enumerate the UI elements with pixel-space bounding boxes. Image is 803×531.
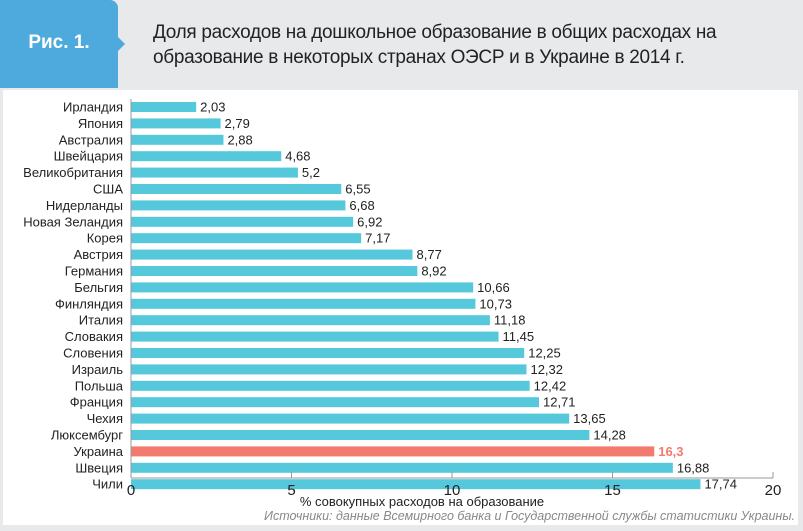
bar [131, 331, 499, 342]
category-label: Австралия [59, 132, 123, 147]
category-label: Словения [63, 346, 123, 361]
bar [131, 266, 418, 276]
data-label: 12,25 [528, 346, 561, 361]
bar [131, 134, 224, 145]
data-label: 16,88 [677, 460, 710, 475]
data-label: 8,77 [417, 247, 442, 262]
data-label: 12,71 [543, 395, 576, 410]
data-label: 11,45 [503, 329, 535, 344]
category-label: Израиль [72, 362, 124, 377]
category-label: Новая Зеландия [23, 214, 123, 229]
data-label: 10,73 [479, 296, 512, 311]
category-label: Украина [74, 444, 124, 459]
category-label: Польша [75, 378, 124, 393]
category-label: Нидерланды [46, 198, 123, 213]
bar [131, 167, 298, 178]
figure-label: Рис. 1. [28, 32, 90, 53]
x-tick-label: 5 [287, 482, 295, 499]
data-label: 17,74 [704, 477, 737, 492]
data-label: 4,68 [285, 149, 310, 164]
chart-title: Доля расходов на дошкольное образование … [153, 20, 717, 70]
bar-highlight [131, 446, 655, 457]
data-label: 10,66 [477, 280, 510, 295]
data-label: 7,17 [365, 231, 390, 246]
x-tick-label: 20 [765, 482, 782, 499]
bar [131, 380, 530, 391]
data-label: 8,92 [421, 264, 446, 279]
bar [131, 298, 476, 309]
category-label: Япония [78, 116, 123, 131]
category-label: Чехия [87, 411, 123, 426]
data-label: 2,03 [200, 100, 225, 115]
figure-tab: Рис. 1. [0, 0, 125, 88]
x-tick-label: 15 [604, 482, 621, 499]
bar [131, 200, 346, 211]
bar [131, 315, 490, 326]
data-label: 6,92 [357, 214, 382, 229]
x-tick-label: 0 [127, 482, 135, 499]
data-label: 2,88 [227, 132, 252, 147]
bar [131, 479, 701, 490]
category-label: Корея [87, 231, 123, 246]
bar [131, 413, 570, 424]
title-line-2: образование в некоторых странах ОЭСР и в… [153, 47, 685, 68]
x-axis-title: % совокупных расходов на образование [300, 494, 544, 509]
category-label: Австрия [74, 247, 123, 262]
bar [131, 397, 539, 408]
bar [131, 364, 527, 375]
category-label: Великобритания [23, 165, 123, 180]
category-label: Франция [70, 395, 123, 410]
bar [131, 233, 362, 244]
category-label: Германия [65, 264, 123, 279]
bar [131, 430, 590, 440]
data-label: 13,65 [573, 411, 606, 426]
data-label: 6,68 [349, 198, 374, 213]
data-label: 12,42 [534, 378, 567, 393]
category-label: Словакия [65, 329, 123, 344]
bar [131, 151, 282, 162]
bar [131, 282, 474, 293]
data-label: 12,32 [530, 362, 563, 377]
bar [131, 249, 413, 260]
bar [131, 348, 525, 358]
x-tick-label: 10 [444, 482, 461, 499]
bar [131, 216, 354, 227]
data-label: 2,79 [225, 116, 250, 131]
category-label: Италия [79, 313, 123, 328]
title-line-1: Доля расходов на дошкольное образование … [153, 22, 717, 43]
category-label: Бельгия [74, 280, 123, 295]
category-label: США [93, 182, 123, 197]
category-label: Люксембург [51, 428, 123, 443]
category-label: Ирландия [63, 100, 123, 115]
category-label: Финляндия [55, 296, 123, 311]
data-label: 5,2 [302, 165, 320, 180]
category-label: Швейцария [54, 149, 123, 164]
category-label: Чили [92, 477, 123, 492]
bar [131, 184, 342, 194]
data-label: 16,3 [658, 444, 683, 459]
bar [131, 462, 673, 473]
data-label: 11,18 [494, 313, 526, 328]
data-label: 6,55 [345, 182, 370, 197]
category-label: Швеция [75, 460, 123, 475]
bar [131, 118, 221, 129]
bar [131, 102, 197, 112]
source-note: Источники: данные Всемирного банка и Гос… [264, 509, 795, 523]
data-label: 14,28 [593, 428, 626, 443]
